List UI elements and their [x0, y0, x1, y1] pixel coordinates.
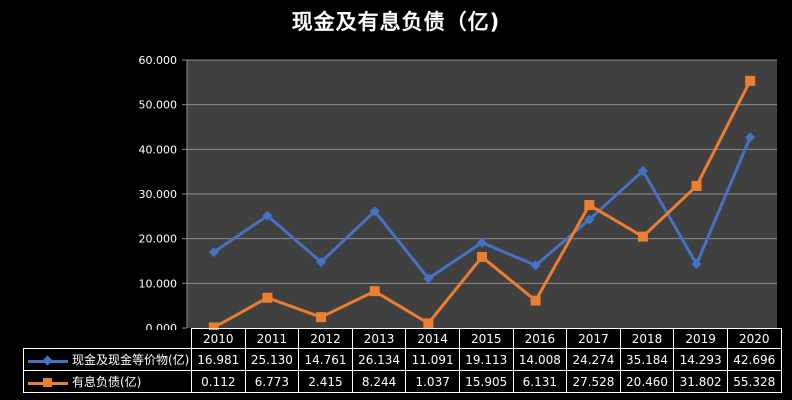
data-table: 2010 2011 2012 2013 2014 2015 2016 2017 … [23, 328, 782, 393]
line-chart: 0.000 10.000 20.000 30.000 40.000 50.000 60.00… [139, 54, 777, 330]
table-row-cash: 现金及现金等价物(亿) 16.981 25.130 14.761 26.134 … [23, 348, 782, 371]
table-cell: 31.802 [673, 370, 728, 393]
table-cell: 8.244 [351, 370, 407, 393]
year-header: 2018 [619, 328, 675, 349]
year-header: 2020 [726, 328, 782, 349]
table-cell: 6.773 [244, 370, 300, 393]
table-cell: 2.415 [298, 370, 353, 393]
table-cell: 27.528 [566, 370, 621, 393]
legend-key-diamond-icon [28, 354, 68, 366]
svg-text:40.000: 40.000 [139, 143, 178, 156]
year-header: 2019 [673, 328, 728, 349]
table-header-row: 2010 2011 2012 2013 2014 2015 2016 2017 … [23, 328, 782, 349]
table-cell: 26.134 [351, 348, 407, 371]
svg-text:50.000: 50.000 [139, 99, 178, 112]
legend-cash: 现金及现金等价物(亿) [23, 348, 192, 371]
table-corner [23, 328, 192, 349]
svg-text:60.000: 60.000 [139, 54, 178, 67]
year-header: 2012 [298, 328, 353, 349]
table-cell: 1.037 [405, 370, 460, 393]
table-cell: 20.460 [619, 370, 675, 393]
table-cell: 35.184 [619, 348, 675, 371]
table-cell: 14.761 [298, 348, 353, 371]
svg-text:20.000: 20.000 [139, 233, 178, 246]
table-cell: 19.113 [458, 348, 514, 371]
svg-text:0.000: 0.000 [146, 322, 178, 330]
year-header: 2016 [512, 328, 568, 349]
table-cell: 11.091 [405, 348, 460, 371]
table-cell: 14.293 [673, 348, 728, 371]
series-lines [208, 75, 756, 330]
svg-text:10.000: 10.000 [139, 277, 178, 290]
svg-text:30.000: 30.000 [139, 188, 178, 201]
table-cell: 24.274 [566, 348, 621, 371]
table-cell: 25.130 [244, 348, 300, 371]
table-cell: 16.981 [191, 348, 246, 371]
gridlines [187, 59, 777, 284]
legend-label: 有息负债(亿) [72, 375, 142, 389]
legend-debt: 有息负债(亿) [23, 370, 192, 393]
year-header: 2014 [405, 328, 460, 349]
table-row-debt: 有息负债(亿) 0.112 6.773 2.415 8.244 1.037 15… [23, 370, 782, 393]
table-cell: 42.696 [726, 348, 782, 371]
year-header: 2011 [244, 328, 300, 349]
table-cell: 6.131 [512, 370, 568, 393]
year-header: 2017 [566, 328, 621, 349]
year-header: 2013 [351, 328, 407, 349]
legend-label: 现金及现金等价物(亿) [72, 353, 190, 367]
y-axis-ticks: 0.000 10.000 20.000 30.000 40.000 50.000 60.00… [139, 54, 188, 330]
table-cell: 0.112 [191, 370, 246, 393]
table-cell: 14.008 [512, 348, 568, 371]
table-cell: 55.328 [726, 370, 782, 393]
year-header: 2015 [458, 328, 514, 349]
table-cell: 15.905 [458, 370, 514, 393]
legend-key-square-icon [28, 377, 68, 388]
year-header: 2010 [191, 328, 246, 349]
chart-title: 现金及有息负债（亿) [291, 10, 501, 34]
